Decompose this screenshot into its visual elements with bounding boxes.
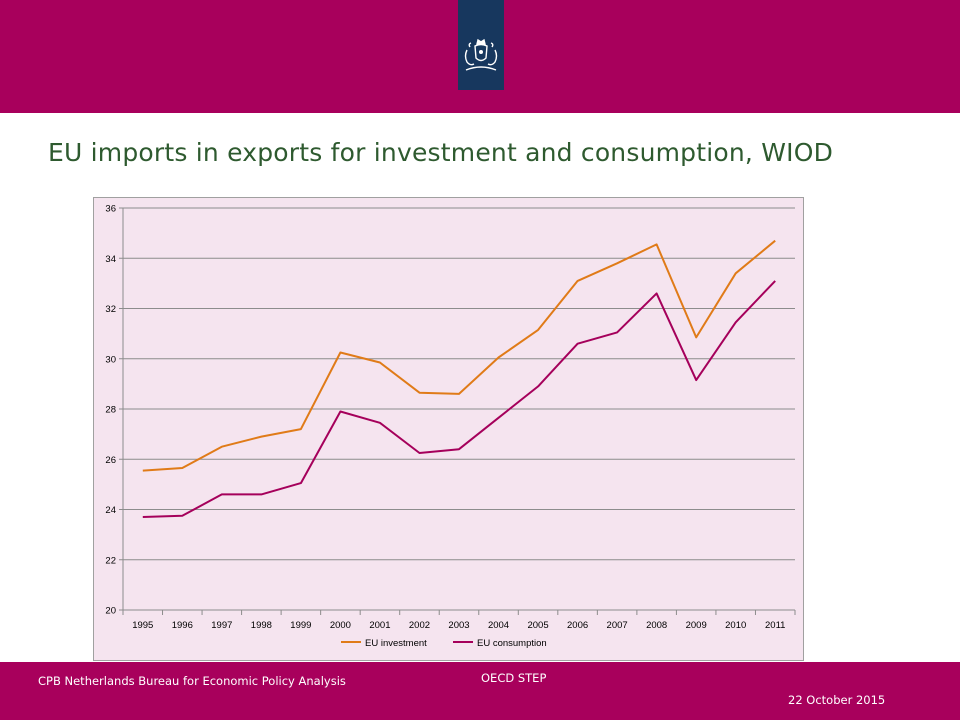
footer-organization: CPB Netherlands Bureau for Economic Poli… <box>38 674 346 688</box>
chart-frame <box>93 197 804 661</box>
x-tick-label: 2006 <box>567 620 588 631</box>
chart-container: 20 22 24 26 28 30 32 34 36 1995 1996 1997 1998 1999 20… <box>93 197 804 661</box>
y-tick-label: 32 <box>105 304 116 315</box>
y-tick-label: 36 <box>105 204 116 215</box>
legend-label: EU investment <box>365 638 427 649</box>
x-tick-label: 2001 <box>369 620 390 631</box>
x-tick-label: 2008 <box>646 620 667 631</box>
royal-coat-of-arms-icon <box>464 38 498 71</box>
slide-title: EU imports in exports for investment and… <box>48 138 834 167</box>
y-tick-label: 20 <box>105 606 116 617</box>
series-line-eu-consumption <box>142 280 776 518</box>
x-tick-label: 2007 <box>607 620 628 631</box>
y-tick-label: 26 <box>105 455 116 466</box>
y-tick-label: 30 <box>105 354 116 365</box>
x-tick-label: 2003 <box>448 620 469 631</box>
footer-bar <box>0 662 960 720</box>
logo <box>458 0 504 90</box>
y-tick-label: 34 <box>105 254 116 265</box>
x-tick-label: 2004 <box>488 620 509 631</box>
x-tick-label: 2000 <box>330 620 351 631</box>
footer-date: 22 October 2015 <box>788 693 886 707</box>
x-tick-label: 2005 <box>527 620 548 631</box>
x-tick-label: 1997 <box>211 620 232 631</box>
x-tick-label: 2010 <box>725 620 746 631</box>
y-tick-label: 24 <box>105 505 116 516</box>
y-tick-label: 28 <box>105 405 116 416</box>
x-tick-label: 1996 <box>172 620 193 631</box>
footer-event: OECD STEP <box>481 671 547 685</box>
x-tick-label: 2002 <box>409 620 430 631</box>
x-tick-label: 2009 <box>686 620 707 631</box>
y-tick-label: 22 <box>105 555 116 566</box>
series-line-eu-investment <box>142 239 776 472</box>
line-chart: 20 22 24 26 28 30 32 34 36 1995 1996 1997 1998 1999 20… <box>93 197 804 661</box>
x-tick-label: 2011 <box>765 620 785 631</box>
x-tick-label: 1995 <box>132 620 153 631</box>
x-tick-label: 1999 <box>290 620 311 631</box>
x-tick-label: 1998 <box>251 620 272 631</box>
legend-label: EU consumption <box>477 638 547 649</box>
